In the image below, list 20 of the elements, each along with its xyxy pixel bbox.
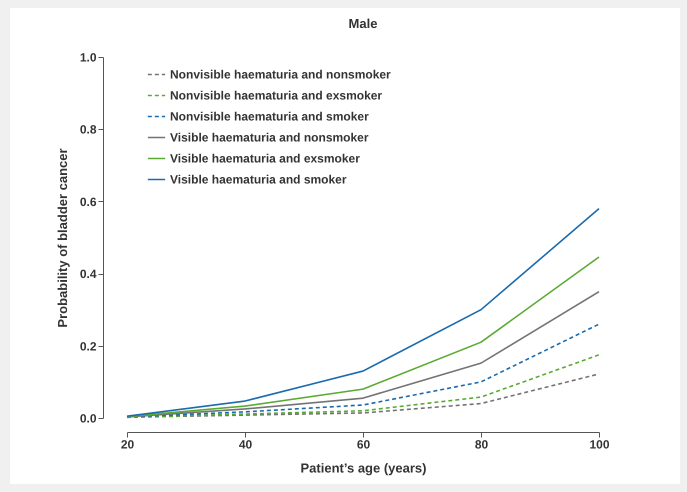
x-tick-label: 60 — [356, 438, 370, 452]
legend-label: Visible haematuria and smoker — [170, 172, 347, 186]
legend-label: Nonvisible haematuria and exsmoker — [170, 88, 382, 102]
y-tick-label: 0.4 — [80, 267, 97, 282]
legend-label: Nonvisible haematuria and smoker — [170, 110, 370, 124]
legend-label: Nonvisible haematuria and nonsmoker — [170, 68, 392, 82]
x-axis-title: Patient’s age (years) — [300, 460, 426, 476]
y-tick-label: 1.0 — [80, 50, 97, 64]
x-tick-label: 20 — [120, 438, 134, 452]
chart-title: Male — [348, 16, 378, 31]
y-tick-label: 0.0 — [80, 412, 97, 426]
y-tick-label: 0.8 — [80, 122, 97, 137]
y-axis-title: Probability of bladder cancer — [54, 148, 70, 328]
y-tick-label: 0.6 — [80, 194, 97, 209]
x-tick-label: 80 — [474, 438, 488, 452]
legend-label: Visible haematuria and exsmoker — [170, 152, 360, 166]
legend-label: Visible haematuria and nonsmoker — [170, 130, 369, 144]
x-tick-label: 100 — [589, 438, 610, 452]
y-tick-label: 0.2 — [80, 339, 97, 354]
x-tick-label: 40 — [238, 438, 252, 452]
